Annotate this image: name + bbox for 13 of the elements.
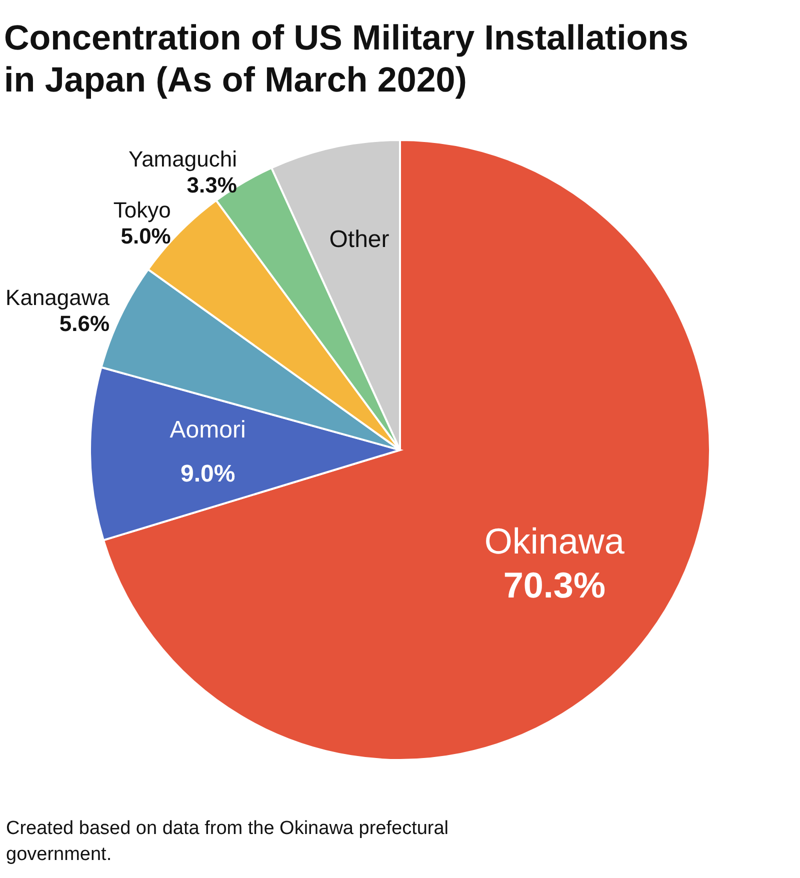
- slice-label: Tokyo: [113, 198, 171, 223]
- data-label: 70.3%: [503, 564, 606, 606]
- text: Created based on data from the Okinawa prefectural government.: [6, 817, 450, 867]
- data-label: 9.0%: [180, 460, 236, 488]
- slice-label: Yamaguchi: [128, 146, 237, 172]
- slice-label: Aomori: [170, 416, 246, 444]
- slice-label: Okinawa: [484, 520, 626, 562]
- slice-label: Kanagawa: [6, 285, 110, 310]
- chart-title: Concentration of US Military Installations in Japan (As of March 2020): [4, 18, 689, 100]
- slice-label: Other: [329, 226, 390, 254]
- data-label: 5.0%: [120, 224, 171, 249]
- data-label: 3.3%: [186, 172, 237, 198]
- data-label: 5.6%: [59, 311, 110, 336]
